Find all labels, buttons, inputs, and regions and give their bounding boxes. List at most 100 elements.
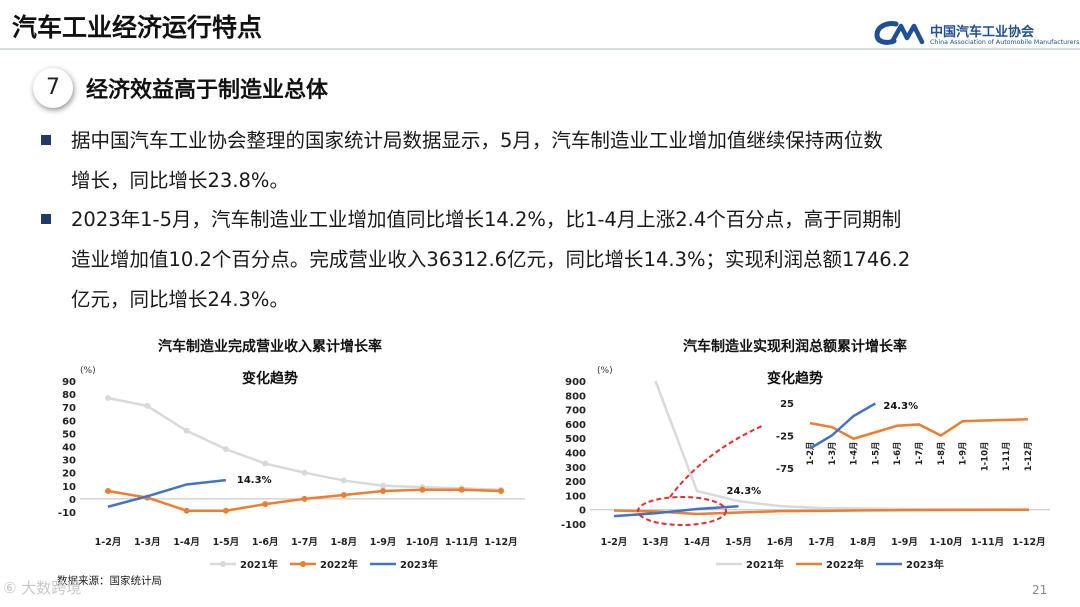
inset-x-tick-label: 1-8月 bbox=[937, 442, 947, 466]
bullet-2-line-2: 造业增加值10.2个百分点。完成营业收入36312.6亿元，同比增长14.3%；… bbox=[71, 248, 911, 271]
y-tick-label: 700 bbox=[565, 406, 586, 417]
page-number: 21 bbox=[1032, 583, 1048, 597]
series-point-2021年 bbox=[183, 427, 190, 434]
x-tick-label: 1-2月 bbox=[95, 537, 122, 548]
x-tick-label: 1-6月 bbox=[767, 537, 794, 548]
y-tick-label: 90 bbox=[62, 377, 76, 388]
inset-series-line-2023年 bbox=[809, 402, 877, 450]
bullet-2-line-1: 2023年1-5月，汽车制造业工业增加值同比增长14.2%，比1-4月上涨2.4… bbox=[71, 208, 902, 231]
series-point-2022年 bbox=[301, 495, 308, 502]
chart1-title-line-1: 汽车制造业完成营业收入累计增长率 bbox=[158, 339, 382, 355]
caam-logo-icon bbox=[874, 21, 925, 45]
legend-label-2023年: 2023年 bbox=[400, 558, 438, 571]
x-tick-label: 1-8月 bbox=[850, 537, 877, 548]
highlight-connector bbox=[669, 425, 763, 498]
series-point-2022年 bbox=[222, 507, 229, 514]
y-unit-label: (%) bbox=[80, 366, 96, 376]
x-tick-label: 1-2月 bbox=[601, 537, 628, 548]
bullet-paragraph-2: 2023年1-5月，汽车制造业工业增加值同比增长14.2%，比1-4月上涨2.4… bbox=[71, 200, 1061, 320]
series-point-2021年 bbox=[301, 469, 308, 476]
chart1-revenue-growth: (%) 90 80 70 60 50 40 30 20 10 0 -10 1-2月 1-3月 1-4月 1-5… bbox=[58, 366, 525, 571]
series-line-2022年 bbox=[613, 508, 1030, 516]
inset-y-tick-label: -25 bbox=[776, 432, 794, 443]
chart1-title-line-2: 变化趋势 bbox=[242, 371, 298, 387]
logo-name-en: China Association of Automobile Manufact… bbox=[930, 39, 1080, 46]
x-tick-label: 1-11月 bbox=[445, 537, 478, 548]
series-point-2022年 bbox=[262, 501, 269, 508]
annotation-last-value: 14.3% bbox=[237, 475, 272, 486]
x-tick-label: 1-3月 bbox=[642, 537, 669, 548]
legend-label-2022年: 2022年 bbox=[826, 558, 864, 571]
inset-x-tick-label: 1-4月 bbox=[850, 442, 860, 466]
x-tick-label: 1-5月 bbox=[725, 537, 752, 548]
y-tick-label: 800 bbox=[565, 391, 586, 402]
x-tick-label: 1-7月 bbox=[808, 537, 835, 548]
x-tick-label: 1-3月 bbox=[134, 537, 161, 548]
chart2-title-line-2: 变化趋势 bbox=[767, 371, 823, 387]
x-tick-label: 1-7月 bbox=[291, 537, 318, 548]
y-unit-label: (%) bbox=[597, 366, 613, 376]
bullet-1-line-1: 据中国汽车工业协会整理的国家统计局数据显示，5月，汽车制造业工业增加值继续保持两… bbox=[71, 129, 883, 152]
inset-x-tick-label: 1-9月 bbox=[959, 442, 969, 466]
series-point-2022年 bbox=[498, 488, 504, 495]
legend-label-2023年: 2023年 bbox=[906, 558, 944, 571]
section-title: 经济效益高于制造业总体 bbox=[86, 78, 329, 103]
inset-annotation: 24.3% bbox=[883, 401, 918, 412]
inset-x-tick-label: 1-10月 bbox=[980, 442, 990, 472]
series-point-2021年 bbox=[105, 395, 111, 402]
y-tick-label: 900 bbox=[565, 377, 586, 388]
bullet-square-icon bbox=[41, 214, 51, 224]
series-point-2021年 bbox=[340, 477, 347, 484]
series-point-2021年 bbox=[222, 446, 229, 453]
y-tick-label: 70 bbox=[62, 403, 76, 414]
y-tick-label: 400 bbox=[565, 449, 586, 460]
y-tick-label: 0 bbox=[579, 506, 586, 517]
y-tick-label: 600 bbox=[565, 420, 586, 431]
y-tick-label: 200 bbox=[565, 477, 586, 488]
y-tick-label: 30 bbox=[62, 456, 76, 467]
y-tick-label: 20 bbox=[62, 469, 76, 480]
y-tick-label: 500 bbox=[565, 434, 586, 445]
x-tick-label: 1-4月 bbox=[173, 537, 200, 548]
legend-label-2021年: 2021年 bbox=[746, 558, 784, 571]
x-tick-label: 1-12月 bbox=[1012, 537, 1045, 548]
x-tick-label: 1-9月 bbox=[891, 537, 918, 548]
x-tick-label: 1-9月 bbox=[370, 537, 397, 548]
x-tick-label: 1-6月 bbox=[252, 537, 279, 548]
legend-marker-2022年 bbox=[300, 561, 306, 567]
x-tick-label: 1-12月 bbox=[484, 537, 517, 548]
inset-x-tick-label: 1-12月 bbox=[1024, 442, 1034, 472]
x-tick-label: 1-8月 bbox=[330, 537, 357, 548]
y-tick-label: 40 bbox=[62, 443, 76, 454]
inset-x-tick-label: 1-5月 bbox=[871, 442, 881, 466]
legend-label-2021年: 2021年 bbox=[240, 558, 278, 571]
y-tick-label: 300 bbox=[565, 463, 586, 474]
x-tick-label: 1-10月 bbox=[929, 537, 962, 548]
series-point-2022年 bbox=[105, 488, 111, 495]
series-line-2023年 bbox=[613, 504, 739, 518]
inset-series-line-2022年 bbox=[809, 418, 1029, 441]
y-tick-label: 0 bbox=[69, 495, 76, 506]
caam-logo: 中国汽车工业协会 China Association of Automobile… bbox=[874, 16, 1079, 52]
chart2-profit-growth: (%) 900 800 700 600 500 400 300 200 100 0 -100 1-2月 1… bbox=[561, 366, 1050, 571]
bullet-2-line-3: 亿元，同比增长24.3%。 bbox=[71, 288, 289, 311]
y-tick-label: 50 bbox=[62, 429, 76, 440]
inset-x-tick-label: 1-7月 bbox=[915, 442, 925, 466]
bullet-1-line-2: 增长，同比增长23.8%。 bbox=[71, 169, 289, 192]
y-tick-label: -100 bbox=[561, 520, 586, 531]
series-line-2023年 bbox=[107, 478, 227, 508]
y-tick-label: 10 bbox=[62, 482, 76, 493]
chart2-title-line-1: 汽车制造业实现利润总额累计增长率 bbox=[683, 339, 907, 355]
legend-marker-2021年 bbox=[220, 561, 226, 567]
y-tick-label: 100 bbox=[565, 491, 586, 502]
series-point-2022年 bbox=[380, 488, 387, 495]
bullet-square-icon bbox=[41, 135, 51, 145]
inset-y-tick-label: 25 bbox=[780, 399, 794, 410]
inset-background bbox=[800, 399, 1030, 472]
page-title: 汽车工业经济运行特点 bbox=[12, 13, 263, 42]
series-point-2022年 bbox=[183, 507, 190, 514]
inset-y-tick-label: -75 bbox=[776, 464, 794, 475]
series-point-2021年 bbox=[262, 460, 269, 467]
bullet-paragraph-1: 据中国汽车工业协会整理的国家统计局数据显示，5月，汽车制造业工业增加值继续保持两… bbox=[71, 121, 1061, 201]
inset-x-tick-label: 1-3月 bbox=[828, 442, 838, 466]
